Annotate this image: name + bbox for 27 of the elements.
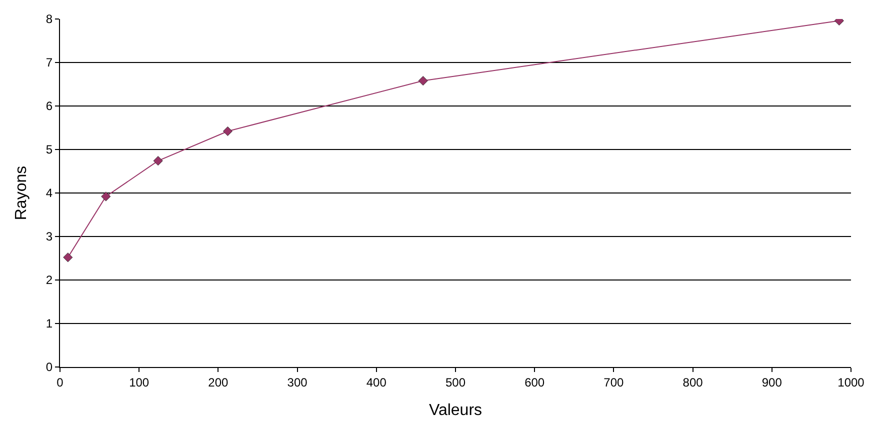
y-axis-title: Rayons: [12, 166, 30, 220]
point: [101, 192, 111, 202]
x-tick-label: 500: [445, 375, 466, 390]
y-tick-label: 1: [46, 316, 53, 331]
x-tick-label: 1000: [838, 375, 865, 390]
x-tick-label: 300: [287, 375, 308, 390]
x-tick-label: 200: [208, 375, 229, 390]
x-tick-label: 100: [129, 375, 150, 390]
x-axis-title: Valeurs: [428, 402, 482, 420]
y-tick-label: 3: [46, 230, 53, 244]
point: [153, 156, 163, 166]
point: [222, 126, 232, 136]
y-tick-label: 2: [46, 273, 53, 288]
x-tick-label: 0: [56, 375, 64, 390]
x-tick-label: 600: [524, 375, 545, 390]
y-tick-label: 6: [46, 99, 53, 114]
x-tick-label: 700: [604, 375, 624, 390]
y-tick-label: 5: [46, 142, 53, 157]
x-tick-label: 800: [682, 375, 704, 390]
y-tick-label: 4: [46, 186, 53, 200]
y-tick-label: 0: [46, 360, 53, 374]
x-tick-label: 900: [762, 375, 782, 390]
point: [63, 252, 73, 262]
y-tick-label: 7: [46, 56, 53, 70]
x-tick-label: 400: [366, 375, 387, 390]
y-tick-label: 8: [46, 12, 53, 26]
point: [418, 76, 428, 86]
